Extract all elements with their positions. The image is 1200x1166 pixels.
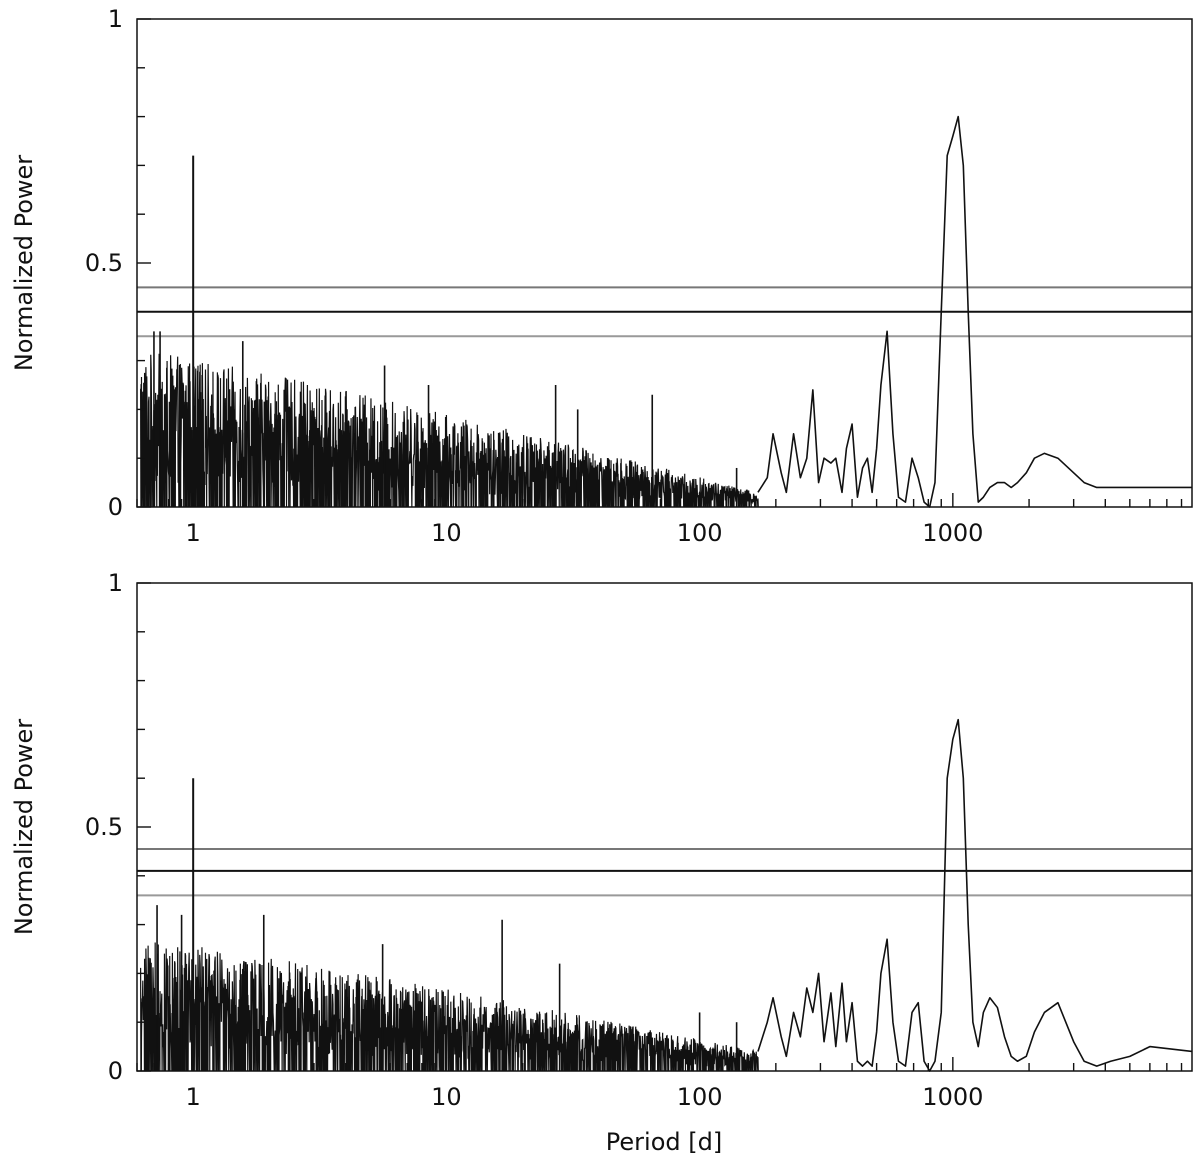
- bottom-x-axis-label: Period [d]: [606, 1128, 722, 1156]
- top-noise-forest: [140, 353, 759, 508]
- top-periodogram-panel: Normalized Power 1 10 100 1000 0 0.5 1: [10, 5, 1193, 547]
- top-x-tick-label-2: 100: [677, 519, 723, 547]
- top-x-tick-label-3: 1000: [922, 519, 983, 547]
- bottom-noise-forest: [140, 942, 759, 1072]
- top-x-tick-label-1: 10: [431, 519, 462, 547]
- bottom-x-tick-label-3: 1000: [922, 1083, 983, 1111]
- bottom-periodogram-panel: Normalized Power Period [d] 1 10 100 1000 0 0…: [10, 569, 1193, 1156]
- bottom-y-tick-label-1: 0.5: [85, 813, 123, 841]
- bottom-x-tick-label-0: 1: [186, 1083, 201, 1111]
- bottom-y-axis-label: Normalized Power: [10, 719, 38, 935]
- top-y-tick-label-0: 0: [108, 493, 123, 521]
- top-y-tick-label-2: 1: [108, 5, 123, 33]
- bottom-y-tick-label-0: 0: [108, 1057, 123, 1085]
- top-x-tick-label-0: 1: [186, 519, 201, 547]
- top-y-tick-label-1: 0.5: [85, 249, 123, 277]
- bottom-x-tick-label-2: 100: [677, 1083, 723, 1111]
- top-tick-layer: 1 10 100 1000 0 0.5 1: [85, 5, 1183, 547]
- top-periodogram-marks: [137, 115, 1192, 508]
- bottom-periodogram-marks: [137, 718, 1193, 1072]
- bottom-tick-layer: 1 10 100 1000 0 0.5 1: [85, 569, 1183, 1111]
- bottom-x-tick-label-1: 10: [431, 1083, 462, 1111]
- bottom-y-tick-label-2: 1: [108, 569, 123, 597]
- bottom-periodogram-curve: [757, 718, 1193, 1072]
- top-y-axis-label: Normalized Power: [10, 155, 38, 371]
- top-periodogram-curve: [757, 115, 1192, 508]
